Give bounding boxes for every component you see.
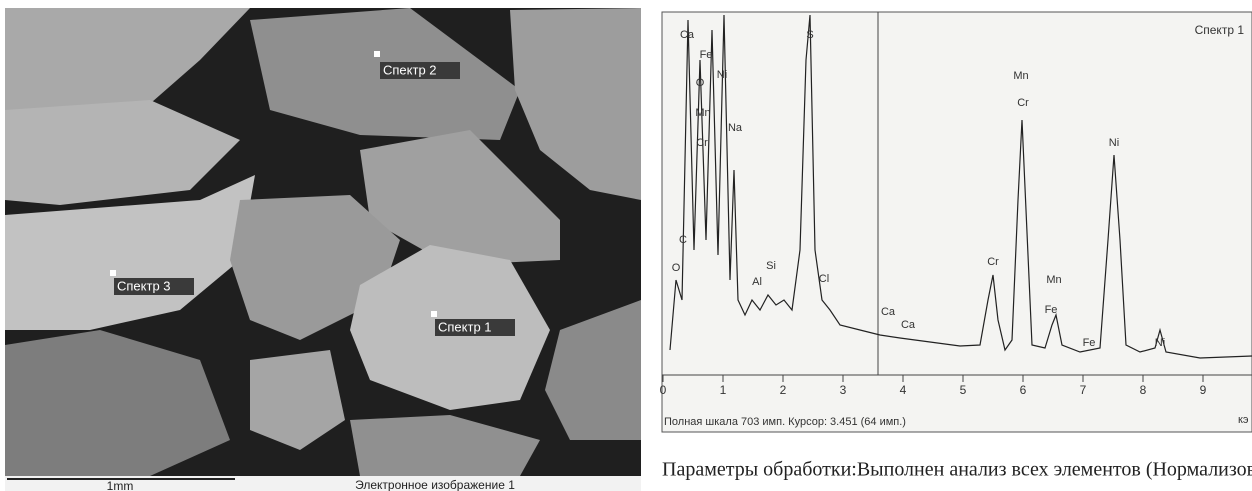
peak-label: C <box>679 234 687 246</box>
footer-text: Параметры обработки:Выполнен анализ всех… <box>662 459 1252 481</box>
peak-label: Cr <box>987 256 999 268</box>
x-tick-label: 0 <box>660 383 667 397</box>
x-tick-label: 5 <box>960 383 967 397</box>
sem-caption: Электронное изображение 1 <box>355 478 515 491</box>
peak-label: Ni <box>717 69 727 81</box>
peak-label: O <box>696 77 705 89</box>
peak-label: Fe <box>700 49 713 61</box>
status-text: Полная шкала 703 имп. Курсор: 3.451 (64 … <box>664 416 906 428</box>
peak-label: Cr <box>1017 97 1029 109</box>
spot-label: Спектр 3 <box>117 278 171 293</box>
x-unit: кэ <box>1238 414 1249 426</box>
spectrum-frame <box>662 12 1252 432</box>
peak-label: Fe <box>1045 304 1058 316</box>
peak-label: Ni <box>1109 137 1119 149</box>
spectrum-panel: Спектр 1 Полная шкала 703 имп. Курсор: 3… <box>660 12 1252 432</box>
spot-marker <box>431 311 437 317</box>
x-tick-label: 8 <box>1140 383 1147 397</box>
spectrum-title: Спектр 1 <box>1195 23 1245 37</box>
peak-label: Fe <box>1083 337 1096 349</box>
scale-label: 1mm <box>107 479 134 491</box>
peak-label: S <box>806 29 813 41</box>
peak-label: Cr <box>696 137 708 149</box>
peak-label: Mn <box>1046 274 1061 286</box>
peak-label: Ni <box>1155 337 1165 349</box>
x-tick-label: 6 <box>1020 383 1027 397</box>
spot-marker <box>374 51 380 57</box>
x-tick-label: 7 <box>1080 383 1087 397</box>
peak-label: Mn <box>1013 70 1028 82</box>
peak-label: Mn <box>695 107 710 119</box>
spot-marker <box>110 270 116 276</box>
x-tick-label: 1 <box>720 383 727 397</box>
peak-label: O <box>672 262 681 274</box>
spot-label: Спектр 2 <box>383 62 437 77</box>
x-tick-label: 9 <box>1200 383 1207 397</box>
sem-panel: Спектр 2 Спектр 3 Спектр 1 1mm Электронн… <box>5 8 641 491</box>
x-tick-label: 2 <box>780 383 787 397</box>
x-tick-label: 4 <box>900 383 907 397</box>
peak-label: Ca <box>901 319 916 331</box>
page: Спектр 2 Спектр 3 Спектр 1 1mm Электронн… <box>0 0 1252 491</box>
peak-label: Ca <box>680 29 695 41</box>
peak-label: Na <box>728 122 743 134</box>
peak-label: Ca <box>881 306 896 318</box>
peak-label: Al <box>752 276 762 288</box>
peak-label: Si <box>766 260 776 272</box>
spot-label: Спектр 1 <box>438 319 492 334</box>
x-tick-label: 3 <box>840 383 847 397</box>
peak-label: Cl <box>819 273 829 285</box>
